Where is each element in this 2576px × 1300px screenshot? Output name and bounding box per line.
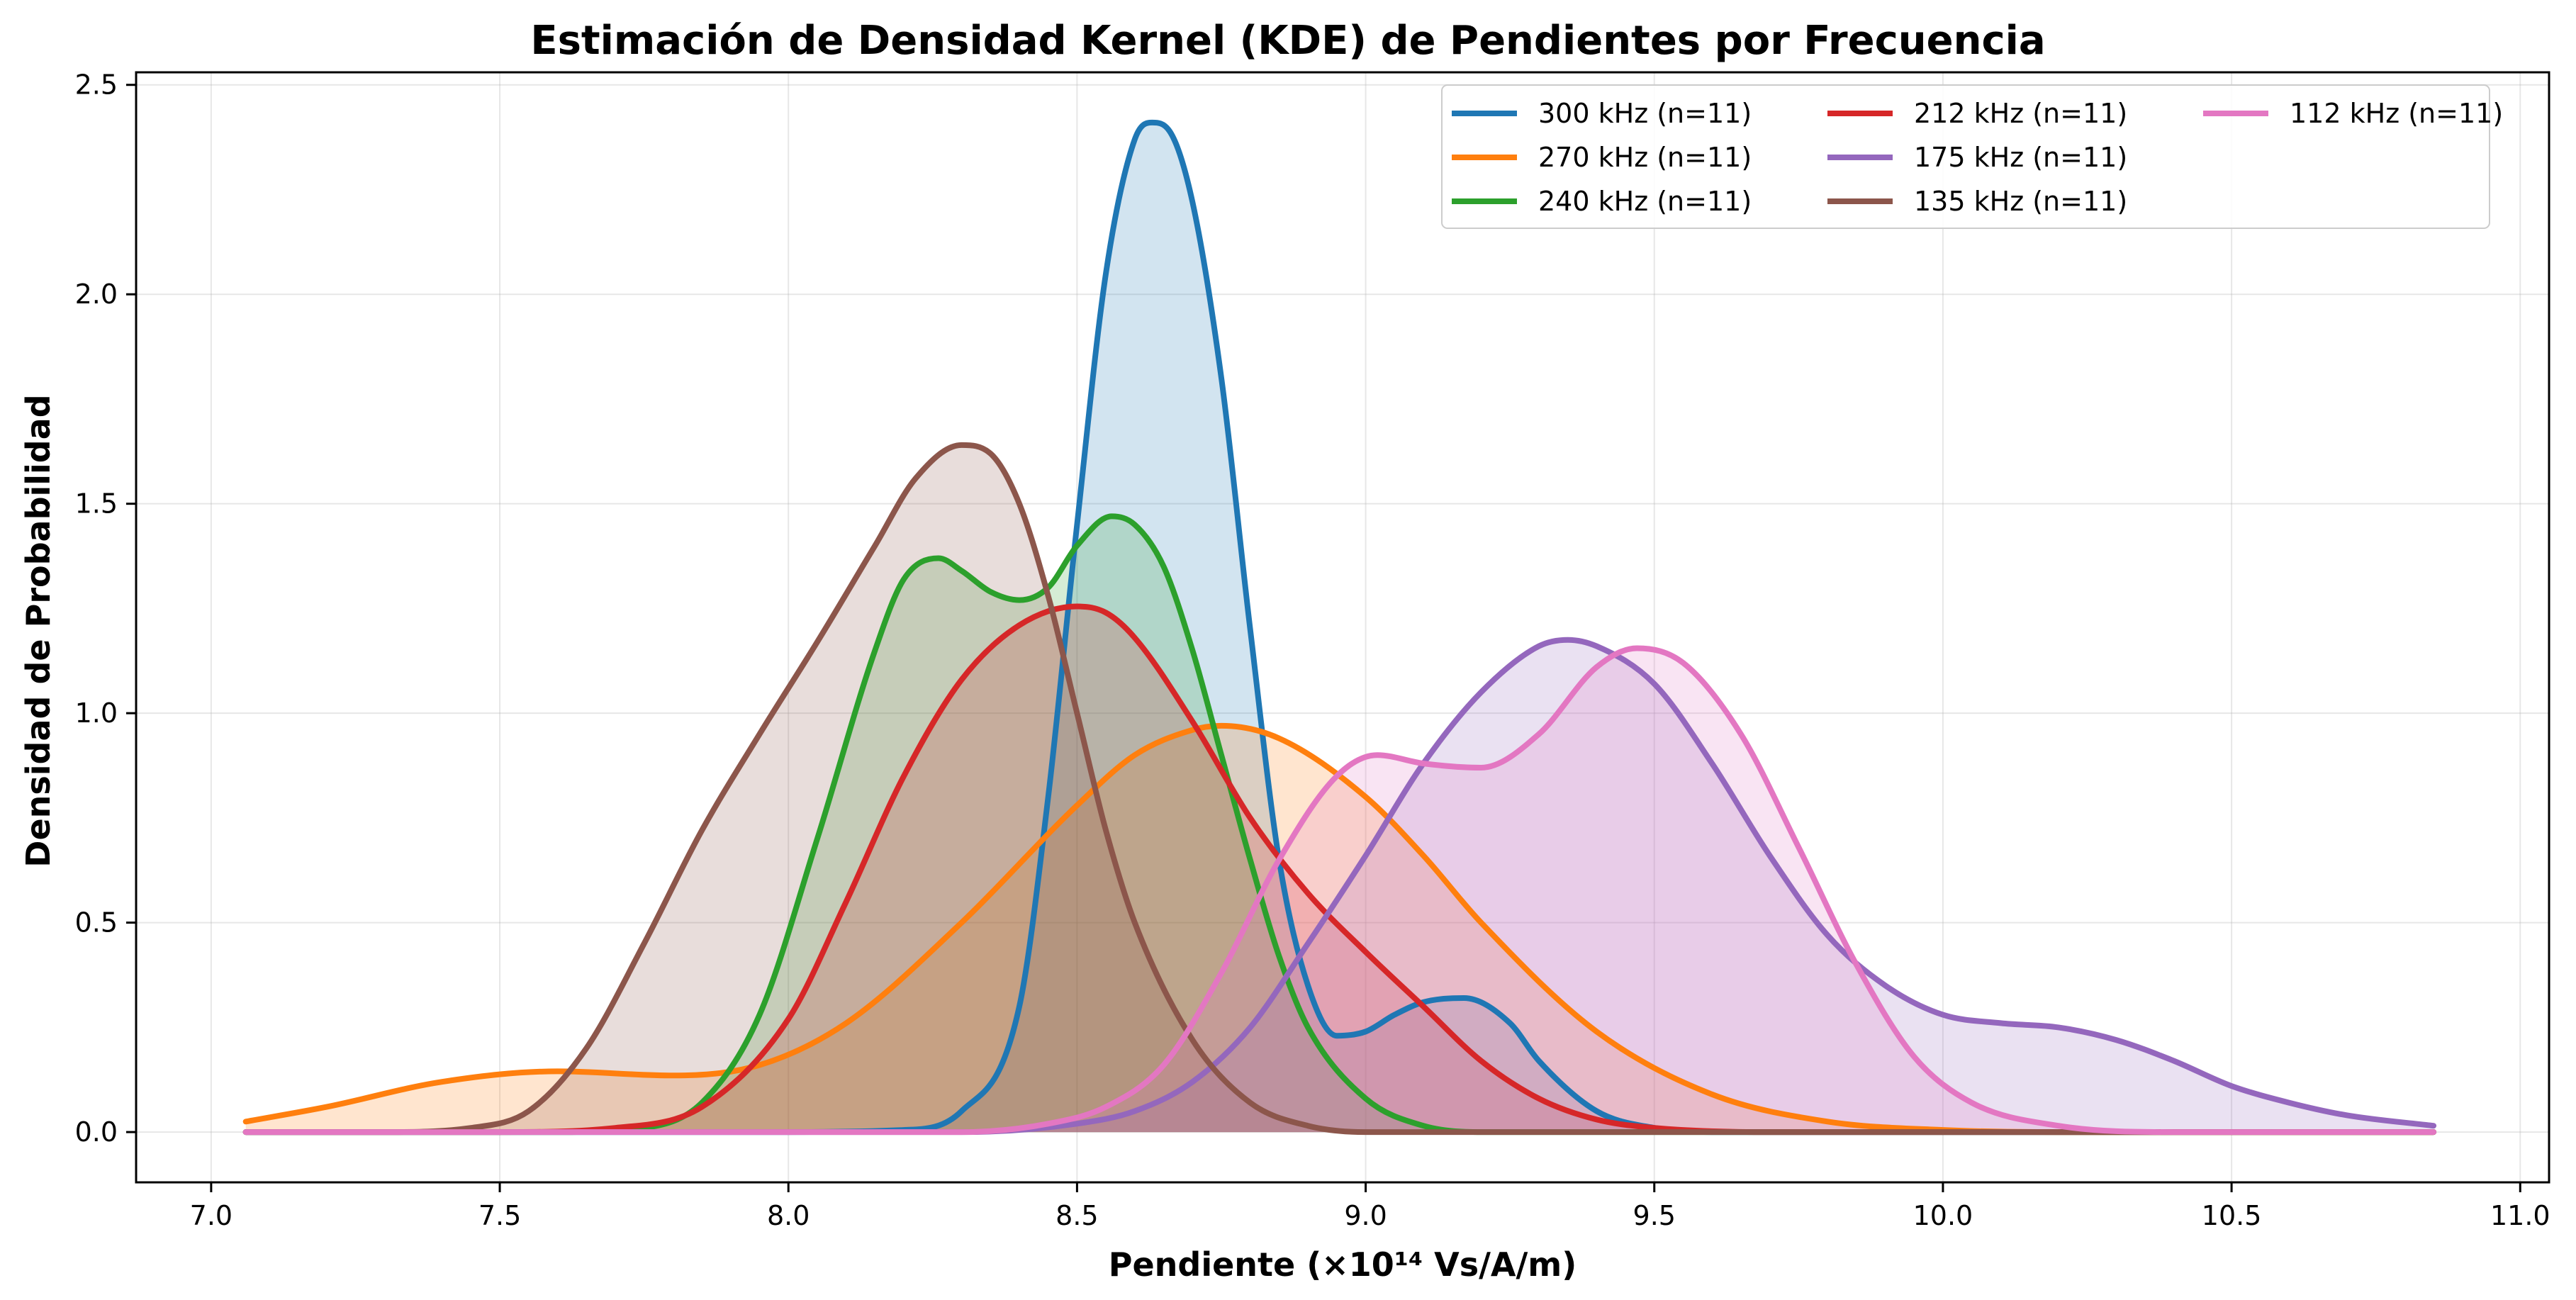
density-line-3 xyxy=(242,603,2437,1136)
legend-label-6[interactable]: 112 kHz (n=11) xyxy=(2290,98,2503,129)
density-fill-2 xyxy=(245,516,2434,1133)
x-tick-label-1: 7.5 xyxy=(478,1200,521,1231)
y-axis-label: Densidad de Probabilidad xyxy=(19,394,57,867)
legend-label-5[interactable]: 135 kHz (n=11) xyxy=(1914,186,2127,217)
x-tick-label-7: 10.5 xyxy=(2202,1200,2262,1231)
x-tick-label-5: 9.5 xyxy=(1633,1200,1676,1231)
density-line-6 xyxy=(242,645,2437,1136)
legend-label-4[interactable]: 175 kHz (n=11) xyxy=(1914,142,2127,173)
x-tick-label-8: 11.0 xyxy=(2490,1200,2550,1231)
y-tick-label-1: 0.5 xyxy=(75,907,118,938)
legend-label-2[interactable]: 240 kHz (n=11) xyxy=(1538,186,1752,217)
legend-box xyxy=(1441,84,2490,229)
y-tick-label-0: 0.0 xyxy=(75,1116,118,1148)
legend[interactable]: 300 kHz (n=11) 270 kHz (n=11) 240 kHz (n=1… xyxy=(1441,84,2503,229)
x-tick-label-6: 10.0 xyxy=(1913,1200,1973,1231)
plot-frame xyxy=(135,71,2550,1184)
x-axis-label: Pendiente (×10¹⁴ Vs/A/m) xyxy=(1109,1245,1577,1284)
y-tick-label-5: 2.5 xyxy=(75,69,118,101)
y-tick-label-3: 1.5 xyxy=(75,488,118,520)
x-tick-label-4: 9.0 xyxy=(1344,1200,1387,1231)
y-tick-label-4: 2.0 xyxy=(75,279,118,310)
x-tick-label-2: 8.0 xyxy=(767,1200,810,1231)
legend-label-1[interactable]: 270 kHz (n=11) xyxy=(1538,142,1752,173)
legend-label-3[interactable]: 212 kHz (n=11) xyxy=(1914,98,2127,129)
density-fill-6 xyxy=(245,648,2434,1133)
chart-title: Estimación de Densidad Kernel (KDE) de P… xyxy=(530,18,2045,64)
x-tick-label-3: 8.5 xyxy=(1055,1200,1098,1231)
density-line-2 xyxy=(242,513,2437,1136)
density-fill-5 xyxy=(245,444,2434,1133)
density-fill-3 xyxy=(245,606,2434,1133)
density-line-0 xyxy=(242,119,2437,1136)
density-lines xyxy=(242,119,2437,1136)
density-fill-4 xyxy=(245,639,2434,1133)
x-tick-label-0: 7.0 xyxy=(190,1200,233,1231)
density-line-1 xyxy=(242,722,2437,1136)
density-line-5 xyxy=(242,442,2437,1136)
y-tick-label-2: 1.0 xyxy=(75,697,118,729)
density-line-4 xyxy=(242,637,2437,1136)
legend-label-0[interactable]: 300 kHz (n=11) xyxy=(1538,98,1752,129)
axes: 7.0 7.5 8.0 8.5 9.0 9.5 10.0 10.5 11.0 0.0 0.5 1.0 1… xyxy=(75,69,2550,1231)
